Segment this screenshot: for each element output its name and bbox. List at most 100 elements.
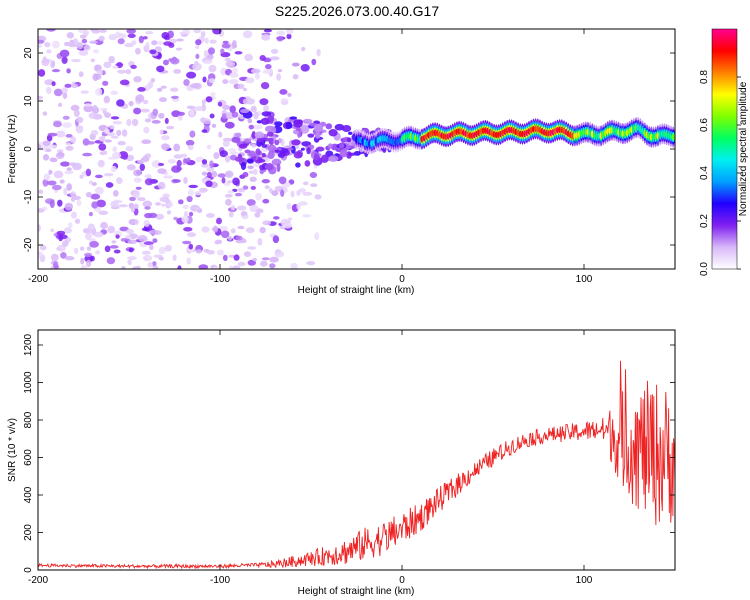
spectrogram-cell (232, 40, 237, 47)
spectrogram-cell (98, 136, 106, 142)
spectrogram-cell (195, 53, 200, 60)
spectrogram-cell (274, 139, 280, 146)
spectrogram-x-tick-label: -100 (210, 274, 230, 285)
spectrogram-cell (210, 92, 216, 97)
spectrogram-cell (238, 143, 248, 149)
spectrogram-cell (201, 99, 206, 105)
spectrogram-cell (64, 83, 72, 88)
spectrogram-cell (290, 190, 295, 198)
spectrogram-cell (211, 123, 217, 128)
spectrogram-cell (295, 144, 300, 149)
spectrogram-cell (76, 116, 84, 124)
spectrogram-cell (38, 69, 46, 77)
spectrogram-cell (143, 126, 150, 134)
spectrogram-cell (117, 141, 126, 146)
spectrogram-cell (214, 241, 220, 245)
spectrogram-cell (230, 204, 235, 211)
spectrogram-cell (290, 145, 296, 154)
spectrogram-cell (47, 132, 58, 137)
spectrogram-cell (53, 121, 62, 128)
spectrogram-cell (260, 82, 270, 90)
spectrogram-cell (290, 262, 298, 269)
spectrogram-cell (225, 172, 232, 176)
spectrogram-cell (264, 185, 270, 190)
spectrogram-cell (80, 264, 87, 269)
spectrogram-cell (255, 148, 261, 156)
spectrogram-cell (127, 239, 137, 245)
spectrogram-cell (42, 178, 49, 187)
spectrogram-cell (212, 29, 222, 35)
spectrogram-cell (38, 95, 43, 100)
spectrogram-y-tick-label: 0 (23, 146, 34, 152)
spectrogram-cell (44, 79, 54, 86)
spectrogram-cell (51, 60, 56, 67)
spectrogram-cell (195, 45, 200, 49)
spectrogram-cell (62, 122, 72, 128)
spectrogram-cell (170, 87, 179, 92)
spectrogram-cell (186, 157, 191, 163)
spectrogram-cell (85, 141, 96, 145)
spectrogram-cell (52, 40, 60, 49)
spectrogram-cell (126, 118, 132, 127)
spectrogram-cell (277, 69, 283, 73)
spectrogram-cell (246, 158, 254, 164)
spectrogram-cell (276, 30, 285, 36)
colorbar-label: Normalized spectral amplitude (738, 81, 749, 216)
spectrogram-cell (209, 113, 215, 119)
spectrogram-cell (185, 139, 195, 146)
spectrogram-cell (291, 139, 301, 146)
spectrogram-cell (38, 224, 41, 232)
spectrogram-cell (102, 80, 109, 86)
spectrogram-cell (163, 175, 173, 179)
spectrogram-cell (313, 153, 320, 161)
spectrogram-cell (60, 252, 67, 259)
spectrogram-cell (270, 48, 279, 54)
spectrogram-cell (307, 133, 315, 138)
snr-x-tick-label: -200 (28, 575, 48, 586)
spectrogram-cell (129, 196, 136, 202)
spectrogram-cell (48, 144, 58, 149)
spectrogram-cell (57, 199, 63, 207)
spectrogram-cell (149, 244, 154, 251)
spectrogram-cell (65, 145, 74, 151)
spectrogram-cell (109, 124, 115, 130)
spectrogram-cell (128, 100, 134, 107)
spectrogram-cell (295, 162, 301, 168)
spectrogram-cell (52, 261, 58, 269)
spectrogram-cell (315, 146, 325, 152)
spectrogram-cell (228, 265, 234, 269)
spectrogram-cell (220, 230, 230, 239)
spectrogram-cell (229, 151, 239, 155)
spectrogram-cell (199, 187, 208, 193)
spectrogram-cell (249, 150, 256, 158)
spectrogram-cell (104, 112, 111, 118)
spectrogram-y-ticks: -20 -10 0 10 20 (23, 47, 675, 252)
spectrogram-cell (170, 95, 179, 99)
spectrogram-cell (161, 135, 170, 141)
spectrogram-cell (244, 53, 254, 62)
spectrogram-cell (671, 133, 675, 141)
spectrogram-cell (95, 88, 103, 96)
spectrogram-cell (147, 262, 153, 268)
spectrogram-cell (135, 47, 141, 55)
spectrogram-cell (117, 38, 125, 45)
spectrogram-cell (61, 240, 69, 247)
spectrogram-cell (167, 159, 176, 164)
spectrogram-cell (58, 234, 68, 240)
spectrogram-cell (296, 190, 301, 196)
spectrogram-cell (274, 149, 280, 153)
spectrogram-cell (162, 193, 170, 198)
spectrogram-cell (201, 226, 210, 233)
spectrogram-cell (286, 203, 292, 210)
spectrogram-cell (70, 196, 76, 202)
spectrogram-cell (51, 81, 56, 87)
snr-y-tick-label: 1200 (23, 333, 34, 356)
spectrogram-cell (152, 238, 158, 244)
spectrogram-cell (142, 200, 153, 208)
spectrogram-cell (121, 129, 128, 137)
spectrogram-cell (315, 131, 321, 139)
spectrogram-cell (295, 127, 301, 132)
spectrogram-cell (186, 257, 191, 265)
spectrogram-cell (142, 36, 148, 40)
spectrogram-cell (68, 44, 79, 48)
